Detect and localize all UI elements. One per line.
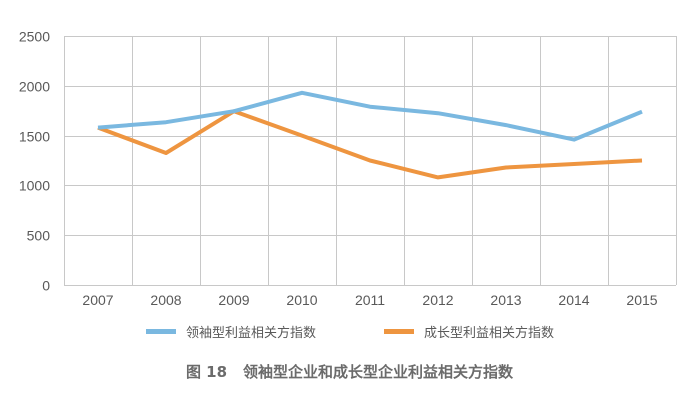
- figure-number: 图 18: [185, 362, 228, 381]
- series-lines: [97, 90, 643, 180]
- x-tick-label: 2010: [286, 292, 317, 308]
- legend-item-leading: 领袖型利益相关方指数: [146, 320, 316, 342]
- x-tick-label: 2011: [355, 292, 385, 308]
- y-tick-label: 500: [27, 228, 51, 244]
- figure-title: 领袖型企业和成长型企业利益相关方指数: [243, 362, 514, 381]
- x-tick-label: 2008: [150, 292, 181, 308]
- chart-legend: 领袖型利益相关方指数 成长型利益相关方指数: [0, 320, 699, 342]
- x-tick-label: 2009: [218, 292, 249, 308]
- x-tick-label: 2014: [558, 292, 589, 308]
- series-line-leading: [97, 90, 643, 142]
- y-tick-label: 2500: [19, 29, 50, 45]
- x-axis-ticks: 2007 2008 2009 2010 2011 2012 2013 2014 2015: [82, 292, 657, 308]
- legend-label-leading: 领袖型利益相关方指数: [186, 325, 317, 341]
- legend-swatch-growth: [384, 328, 414, 334]
- legend-label-growth: 成长型利益相关方指数: [424, 325, 555, 341]
- grid-lines: [64, 36, 677, 286]
- x-tick-label: 2013: [490, 292, 521, 308]
- line-chart: 0 500 1000 1500 2000 2500 2007 2008 2009 2010 201…: [19, 29, 677, 308]
- legend-item-growth: 成长型利益相关方指数: [384, 320, 554, 342]
- x-tick-label: 2007: [82, 292, 113, 308]
- y-tick-label: 0: [42, 278, 50, 294]
- figure-caption: 图 18 领袖型企业和成长型企业利益相关方指数: [0, 358, 699, 384]
- y-tick-label: 2000: [19, 79, 50, 95]
- x-tick-label: 2015: [626, 292, 657, 308]
- y-axis-ticks: 0 500 1000 1500 2000 2500: [19, 29, 50, 294]
- y-tick-label: 1000: [19, 178, 50, 194]
- x-tick-label: 2012: [422, 292, 453, 308]
- legend-swatch-leading: [146, 328, 176, 334]
- y-tick-label: 1500: [19, 129, 50, 145]
